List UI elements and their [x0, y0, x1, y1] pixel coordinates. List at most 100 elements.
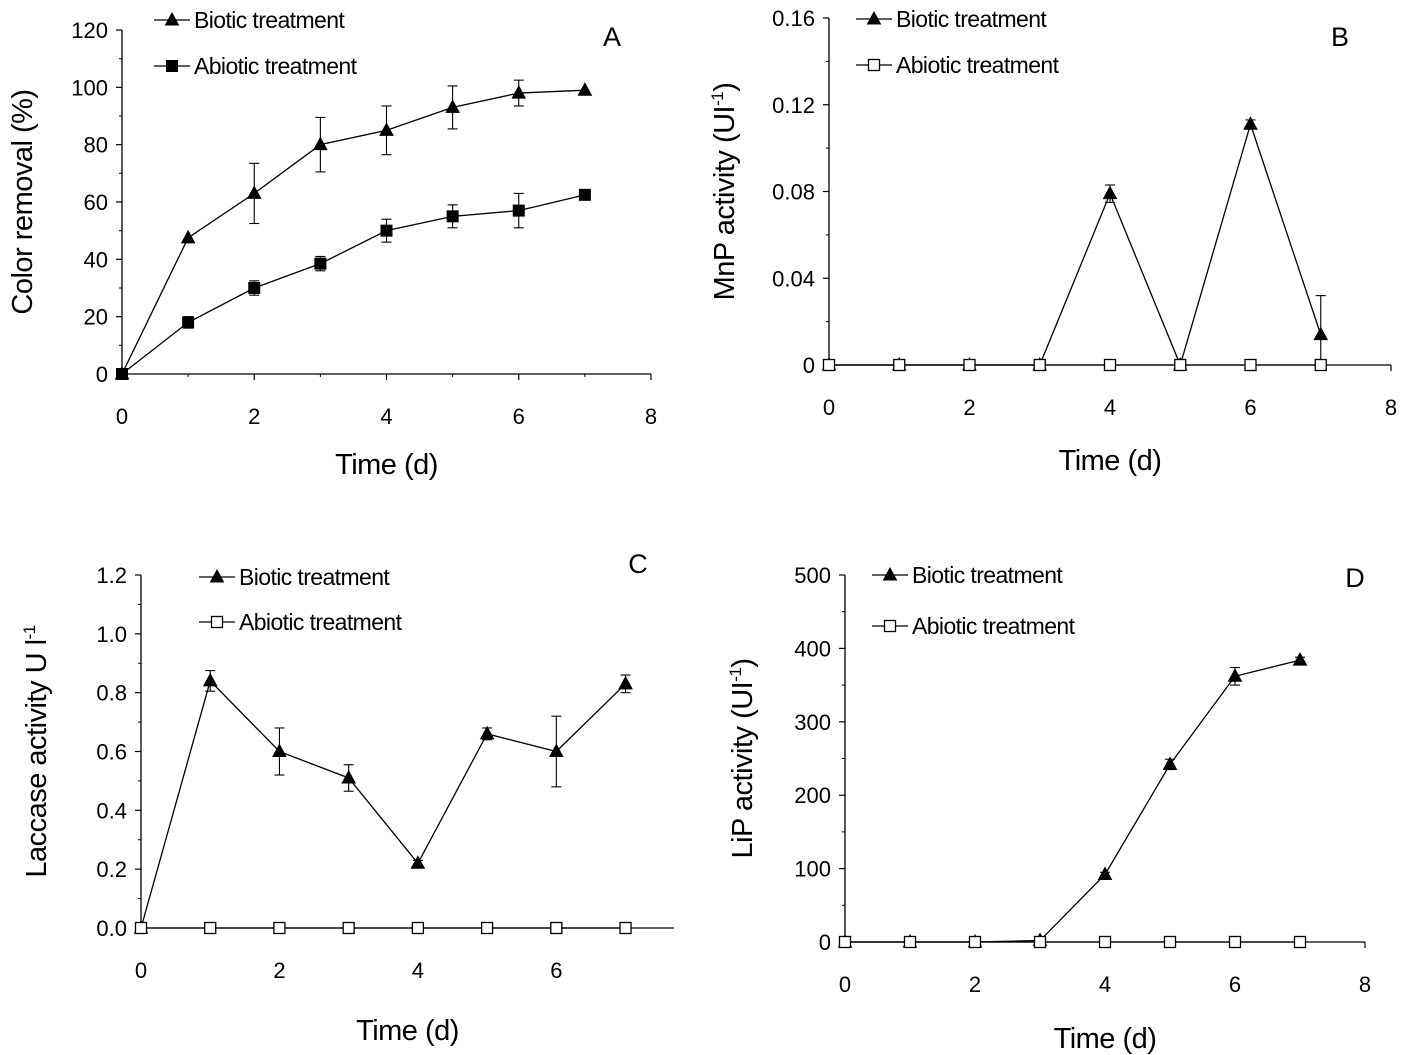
data-point	[618, 675, 633, 690]
data-point	[273, 921, 286, 935]
series-abiotic	[822, 358, 1327, 372]
panel-label: C	[628, 549, 648, 579]
legend-marker	[209, 568, 225, 583]
y-tick-label: 80	[84, 133, 108, 158]
legend-entry: Biotic treatment	[154, 7, 346, 33]
x-tick-label: 6	[513, 404, 525, 429]
legend-marker	[166, 60, 178, 72]
data-point	[1174, 358, 1187, 372]
series-abiotic	[134, 921, 632, 935]
panel-label: D	[1345, 563, 1365, 593]
data-point	[204, 921, 217, 935]
chart-panel-b: 0 0.04 0.08 0.12 0.16 0 2 4 6 8 Time (d) MnP activi…	[708, 6, 1397, 477]
data-point	[578, 188, 591, 201]
data-point	[313, 136, 328, 151]
y-tick-label: 0.04	[772, 266, 815, 291]
series-line	[121, 194, 586, 375]
x-axis-label: Time (d)	[1059, 445, 1162, 477]
series-line	[140, 679, 626, 929]
data-point	[1314, 358, 1327, 372]
data-point	[246, 185, 262, 199]
data-point	[446, 210, 459, 223]
x-axis-label: Time (d)	[1054, 1023, 1157, 1055]
y-axis-label-main: LiP activity (UI	[727, 682, 759, 859]
legend-entry: Abiotic treatment	[154, 53, 358, 79]
data-point	[838, 935, 852, 949]
data-point	[314, 257, 327, 270]
legend-marker	[866, 10, 882, 25]
x-tick-label: 8	[1385, 395, 1397, 420]
y-tick-label: 0.08	[772, 180, 815, 205]
x-tick-label: 4	[1104, 395, 1116, 420]
data-point	[903, 935, 917, 949]
y-tick-label: 1.2	[96, 563, 127, 588]
y-tick-label: 500	[794, 563, 831, 588]
chart-panel-c: 0.0 0.2 0.4 0.6 0.8 1.0 1.2 0 2 4 6 Time (d) Laccase…	[20, 549, 674, 1047]
data-point	[380, 224, 393, 237]
data-point	[1227, 668, 1243, 682]
legend-label: Biotic treatment	[896, 6, 1047, 32]
y-axis-label-superscript: -1	[726, 668, 745, 682]
data-point	[410, 855, 426, 869]
y-tick-label: 0	[96, 362, 108, 387]
legend-label: Biotic treatment	[194, 7, 345, 33]
chart-panel-d: 0 100 200 300 400 500 0 2 4 6 8 Time (d) LiP activit…	[726, 562, 1371, 1055]
y-axis-label-close: )	[709, 83, 741, 92]
x-tick-label: 2	[248, 404, 260, 429]
legend-label: Abiotic treatment	[194, 53, 358, 79]
legend-marker	[210, 615, 224, 629]
y-axis-label-superscript: -1	[708, 92, 727, 106]
data-point	[550, 921, 563, 935]
data-point	[272, 743, 287, 757]
data-point	[1313, 326, 1329, 341]
legend-label: Abiotic treatment	[912, 613, 1076, 639]
data-point	[1243, 116, 1258, 130]
data-point	[1162, 756, 1178, 770]
x-axis-label: Time (d)	[356, 1015, 459, 1047]
data-point	[968, 935, 982, 949]
x-tick-label: 4	[1099, 972, 1111, 997]
data-point	[1033, 358, 1046, 372]
x-tick-label: 6	[1244, 395, 1256, 420]
x-tick-label: 2	[969, 972, 981, 997]
data-point	[445, 99, 460, 113]
y-axis-label: Color removal (%)	[7, 89, 39, 314]
y-tick-label: 0.12	[772, 93, 815, 118]
chart-panel-a: 0 20 40 60 80 100 120 0 2 4 6 8 Time (d) Color remova…	[7, 7, 657, 481]
data-point	[180, 229, 196, 244]
data-point	[619, 921, 632, 935]
y-tick-label: 0.0	[96, 916, 127, 941]
y-tick-label: 0.4	[96, 798, 127, 823]
y-axis-label-main: Color removal (%)	[7, 89, 39, 314]
x-tick-label: 4	[412, 958, 424, 983]
y-tick-label: 1.0	[96, 622, 127, 647]
legend-entry: Biotic treatment	[856, 6, 1048, 32]
legend-label: Abiotic treatment	[239, 609, 403, 635]
series-biotic	[133, 670, 633, 934]
x-tick-label: 8	[645, 404, 657, 429]
legend-entry: Biotic treatment	[872, 562, 1064, 588]
data-point	[511, 85, 527, 99]
y-tick-label: 0.6	[96, 740, 127, 765]
y-axis-label-main: MnP activity (UI	[709, 106, 741, 301]
legend-entry: Biotic treatment	[199, 564, 391, 590]
y-tick-label: 400	[794, 636, 831, 661]
x-tick-label: 4	[380, 404, 392, 429]
data-point	[1102, 185, 1118, 200]
data-point	[479, 725, 495, 740]
panel-label: B	[1331, 22, 1349, 52]
legend-entry: Abiotic treatment	[872, 613, 1076, 639]
data-point	[480, 921, 494, 935]
data-point	[893, 358, 906, 372]
data-point	[116, 368, 128, 380]
panel-label: A	[603, 22, 621, 52]
y-tick-label: 200	[794, 783, 831, 808]
legend-label: Biotic treatment	[239, 564, 390, 590]
data-point	[1103, 358, 1117, 372]
y-axis-label: MnP activity (UI-1)	[708, 83, 741, 301]
series-biotic	[114, 79, 593, 380]
y-tick-label: 100	[794, 857, 831, 882]
data-point	[411, 921, 425, 935]
x-tick-label: 0	[135, 958, 147, 983]
y-tick-label: 0.2	[96, 857, 127, 882]
